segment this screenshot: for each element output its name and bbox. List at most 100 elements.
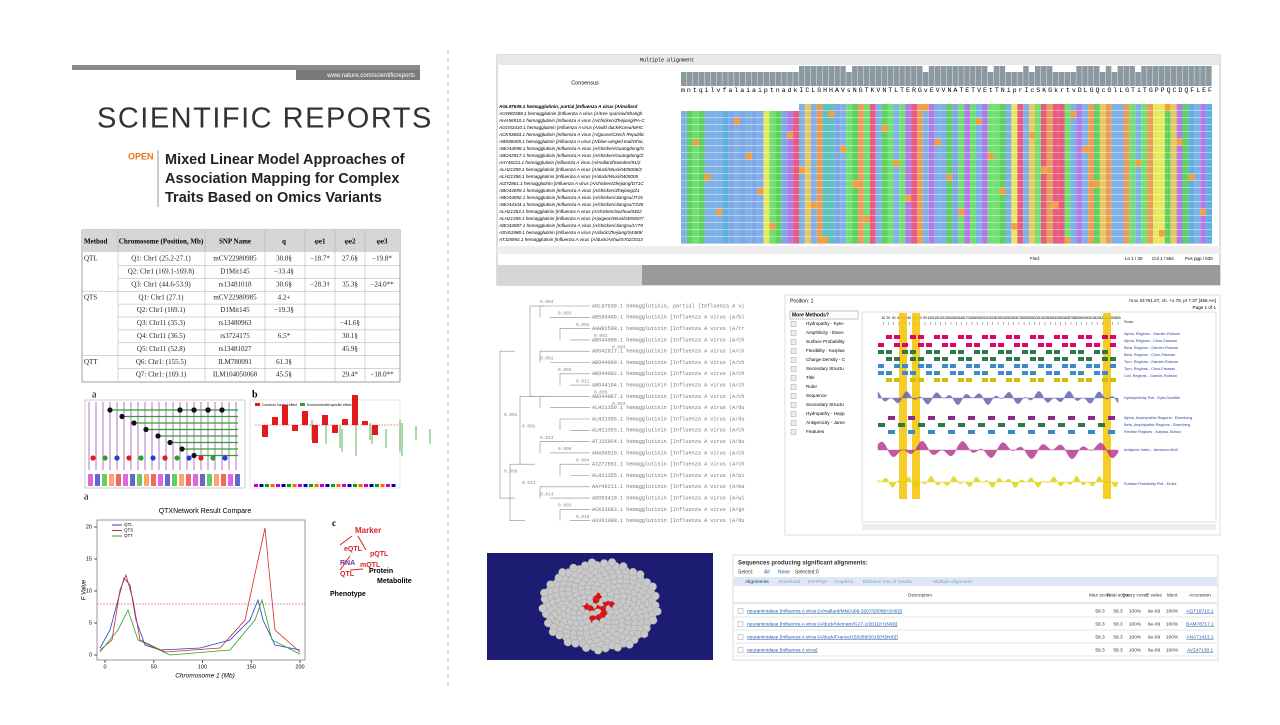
scale-label: 100 bbox=[927, 316, 933, 320]
residue-cell bbox=[1040, 174, 1047, 181]
row-cell[interactable]: AGT18710.1 bbox=[1186, 608, 1214, 614]
residue-cell bbox=[751, 216, 758, 223]
description-link[interactable]: neuraminidase [Influenza A virus (A/duck… bbox=[747, 621, 897, 627]
residue-cell bbox=[1099, 160, 1106, 167]
residue-cell bbox=[1052, 230, 1059, 237]
residue-cell bbox=[787, 181, 794, 188]
select-option[interactable]: None bbox=[778, 569, 790, 575]
residue-cell bbox=[1005, 181, 1012, 188]
fig-a-node bbox=[119, 413, 125, 420]
residue-cell bbox=[922, 118, 929, 125]
residue-cell bbox=[698, 181, 705, 188]
residue-cell bbox=[1147, 139, 1153, 146]
row-checkbox[interactable] bbox=[737, 634, 744, 640]
select-option[interactable]: All bbox=[764, 569, 770, 575]
residue-cell bbox=[1158, 181, 1165, 188]
method-toggle[interactable] bbox=[790, 429, 797, 435]
method-item: Features bbox=[806, 429, 825, 434]
method-toggle[interactable] bbox=[790, 420, 797, 426]
column-header: Total score bbox=[1106, 592, 1130, 598]
plot-area bbox=[96, 519, 306, 661]
residue-cell bbox=[1070, 202, 1077, 209]
tab[interactable]: Download bbox=[779, 579, 801, 585]
methods-dropdown[interactable] bbox=[789, 310, 859, 320]
residue-cell bbox=[775, 188, 782, 195]
residue-cell bbox=[1099, 104, 1106, 111]
residue-cell bbox=[869, 146, 876, 153]
residue-cell bbox=[787, 216, 794, 223]
method-toggle[interactable] bbox=[790, 411, 797, 417]
residue-cell bbox=[740, 174, 746, 181]
residue-cell bbox=[922, 125, 929, 132]
row-cell: 58.3 bbox=[1095, 608, 1105, 614]
method-toggle[interactable] bbox=[790, 393, 797, 399]
fig-a-tick bbox=[200, 474, 205, 486]
residue-cell bbox=[911, 216, 917, 223]
method-toggle[interactable] bbox=[790, 375, 797, 381]
residue-cell bbox=[1182, 216, 1189, 223]
row-checkbox[interactable] bbox=[737, 621, 744, 627]
residue-cell bbox=[1099, 230, 1106, 237]
method-toggle[interactable] bbox=[790, 339, 797, 345]
residue-cell bbox=[846, 181, 853, 188]
residue-cell bbox=[946, 167, 953, 174]
residue-cell bbox=[1052, 174, 1059, 181]
tab[interactable]: Alignments bbox=[745, 579, 769, 585]
description-link[interactable]: neuraminidase [Influenza A virus] bbox=[747, 647, 817, 653]
residue-cell bbox=[1052, 167, 1059, 174]
method-toggle[interactable] bbox=[790, 348, 797, 354]
residue-cell bbox=[1052, 153, 1059, 160]
tab[interactable]: Graphics bbox=[834, 579, 854, 585]
residue-cell bbox=[686, 104, 693, 111]
residue-cell bbox=[1094, 125, 1100, 132]
tab[interactable]: Distance tree of results bbox=[863, 579, 913, 585]
residue-cell bbox=[1188, 195, 1195, 202]
fig-b-tick bbox=[380, 484, 385, 487]
tab[interactable]: Multiple alignment bbox=[933, 579, 972, 585]
residue-cell bbox=[1141, 153, 1148, 160]
residue-cell bbox=[1123, 202, 1130, 209]
description-link[interactable]: neuraminidase [Influenza A virus (A/duck… bbox=[747, 634, 898, 640]
conservation-bar bbox=[1194, 66, 1200, 86]
method-toggle[interactable] bbox=[790, 366, 797, 372]
method-toggle[interactable] bbox=[790, 357, 797, 363]
row-cell[interactable]: BAM78717.1 bbox=[1186, 621, 1214, 627]
method-toggle[interactable] bbox=[790, 402, 797, 408]
description-link[interactable]: neuraminidase [Influenza A virus (A/mall… bbox=[747, 608, 902, 614]
residue-cell bbox=[1005, 216, 1012, 223]
residue-cell bbox=[822, 188, 829, 195]
row-checkbox[interactable] bbox=[737, 608, 744, 614]
sequence-name: AGW82588.1 hemagglutinin [Influenza A vi… bbox=[498, 111, 643, 116]
row-cell[interactable]: ANA71413.1 bbox=[1186, 634, 1214, 640]
residue-cell bbox=[740, 118, 746, 125]
residue-cell bbox=[1035, 160, 1041, 167]
residue-cell bbox=[887, 132, 894, 139]
residue-cell bbox=[1011, 223, 1018, 230]
row-cell[interactable]: AVZ47130.1 bbox=[1187, 647, 1214, 653]
tab[interactable]: GenPept bbox=[808, 579, 828, 585]
residue-cell bbox=[751, 111, 758, 118]
residue-cell bbox=[840, 195, 847, 202]
residue-cell bbox=[728, 111, 735, 118]
residue-cell bbox=[1058, 195, 1065, 202]
row-checkbox[interactable] bbox=[737, 647, 744, 653]
branch-length: 0.002 bbox=[522, 423, 536, 429]
branch-length: 0.013 bbox=[522, 480, 536, 486]
residue-cell bbox=[1046, 153, 1053, 160]
residue-cell bbox=[692, 237, 699, 244]
residue-cell bbox=[1153, 167, 1159, 174]
atom bbox=[648, 582, 657, 591]
residue-cell bbox=[934, 153, 941, 160]
residue-cell bbox=[681, 167, 687, 174]
residue-cell bbox=[763, 111, 770, 118]
residue-cell bbox=[846, 104, 853, 111]
residue-cell bbox=[970, 230, 976, 237]
method-toggle[interactable] bbox=[790, 330, 797, 336]
residue-cell bbox=[893, 181, 900, 188]
residue-cell bbox=[1023, 153, 1030, 160]
residue-cell bbox=[893, 132, 900, 139]
method-toggle[interactable] bbox=[790, 384, 797, 390]
method-toggle[interactable] bbox=[790, 321, 797, 327]
residue-cell bbox=[1182, 160, 1189, 167]
hydrophilicity-plot bbox=[877, 391, 1119, 406]
